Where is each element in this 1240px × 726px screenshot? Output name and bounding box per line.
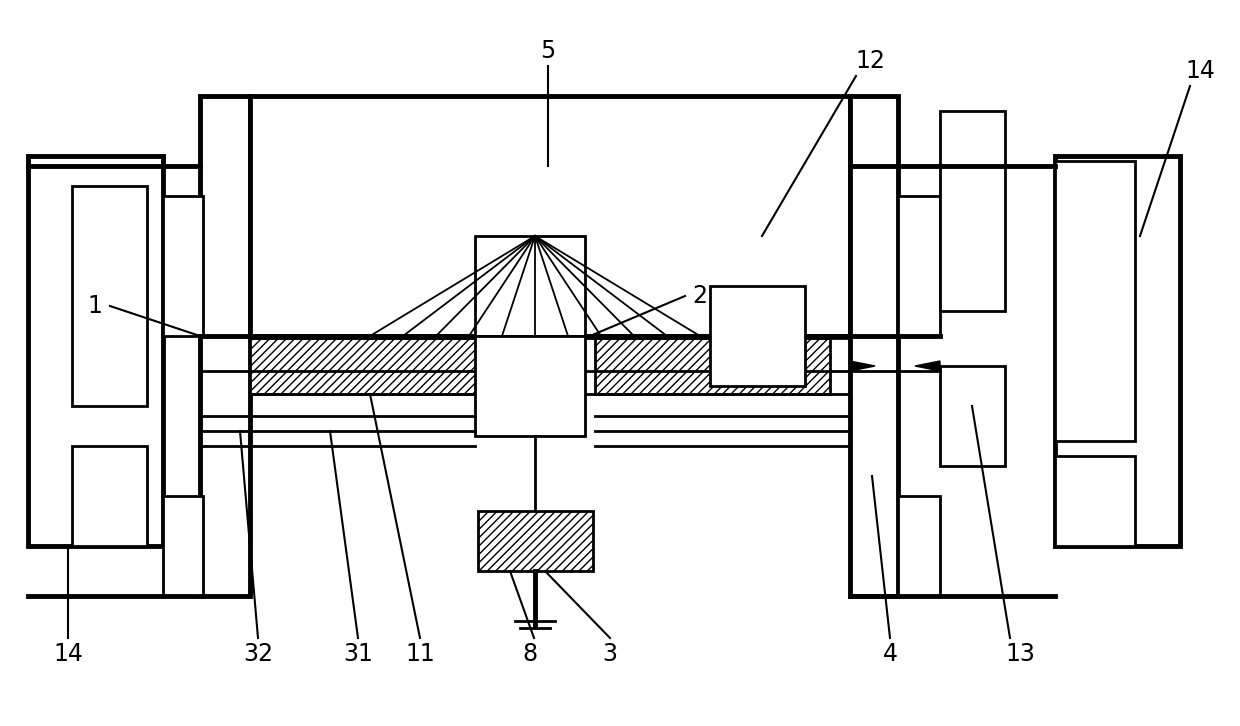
Text: 4: 4	[883, 642, 898, 666]
Bar	[162, 496, 203, 596]
Bar	[475, 236, 585, 336]
Bar	[29, 156, 162, 546]
Bar	[250, 338, 510, 394]
Bar	[940, 366, 1004, 466]
Bar	[72, 446, 148, 546]
Bar	[475, 336, 585, 436]
Text: 14: 14	[1185, 59, 1215, 83]
Bar	[1055, 156, 1180, 546]
Text: 14: 14	[53, 642, 83, 666]
Text: 8: 8	[522, 642, 538, 666]
Text: 2: 2	[692, 284, 708, 308]
Text: 3: 3	[603, 642, 618, 666]
Bar	[162, 196, 203, 336]
Bar	[72, 186, 148, 406]
Polygon shape	[915, 361, 940, 371]
Polygon shape	[849, 361, 875, 371]
Text: 12: 12	[856, 49, 885, 73]
Text: 32: 32	[243, 642, 273, 666]
Bar	[595, 338, 830, 394]
Text: 5: 5	[541, 39, 556, 63]
Bar	[1055, 161, 1135, 441]
Bar	[898, 196, 940, 336]
Bar	[1055, 456, 1135, 546]
Text: 11: 11	[405, 642, 435, 666]
Bar	[849, 96, 898, 596]
Text: 31: 31	[343, 642, 373, 666]
Text: 13: 13	[1006, 642, 1035, 666]
Bar	[477, 511, 593, 571]
Bar	[940, 111, 1004, 311]
Bar	[200, 96, 250, 596]
Text: 1: 1	[88, 294, 103, 318]
Bar	[250, 96, 849, 336]
Bar	[898, 496, 940, 596]
Bar	[711, 286, 805, 386]
